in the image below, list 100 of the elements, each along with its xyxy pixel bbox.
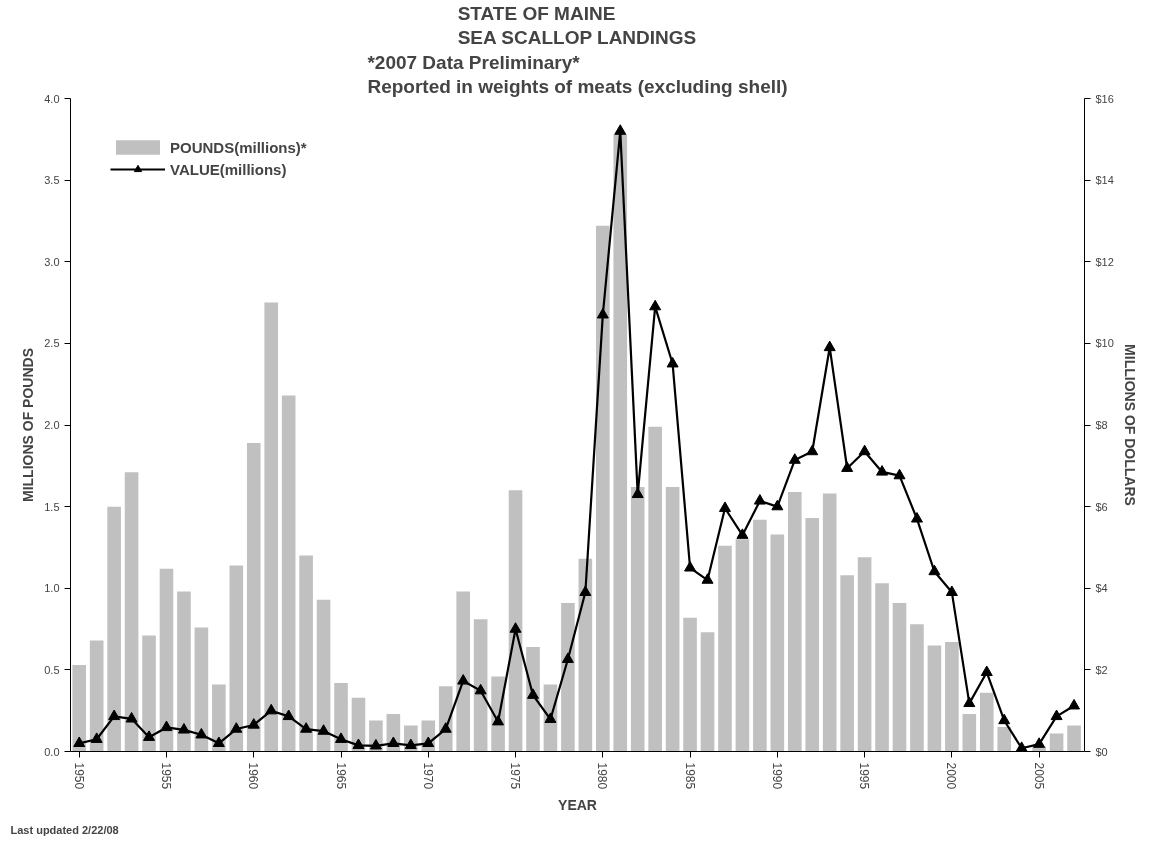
bar (822, 493, 837, 752)
point (841, 461, 854, 472)
bar (735, 539, 750, 752)
x-tick-label: 1960 (246, 762, 261, 790)
point (335, 732, 348, 743)
bar (561, 602, 575, 752)
point (282, 709, 295, 721)
point (788, 453, 801, 464)
point (212, 736, 225, 748)
legend-label: VALUE(millions) (170, 160, 287, 178)
y-tick-label: 1.0 (44, 582, 60, 595)
bar (89, 640, 104, 752)
point (963, 696, 976, 708)
point (596, 307, 609, 319)
x-tick-label: 2000 (944, 762, 959, 790)
chart-title: STATE OF MAINE SEA SCALLOP LANDINGS (457, 3, 697, 49)
y2-tick-label: $16 (1095, 92, 1114, 105)
point (317, 724, 330, 735)
y2-tick-label: $12 (1095, 255, 1114, 268)
point (352, 738, 365, 750)
bar (1049, 733, 1064, 752)
point (771, 499, 784, 511)
bar (299, 555, 313, 752)
bar (107, 506, 121, 752)
point (265, 703, 278, 715)
x-tick-label: 1995 (857, 762, 872, 790)
bar (194, 627, 209, 752)
bar (630, 487, 645, 752)
y-axis-title: MILLIONS OF POUNDS (20, 348, 37, 502)
point (73, 736, 86, 748)
bar (665, 487, 680, 752)
bar (526, 647, 540, 752)
point (753, 494, 766, 505)
bar (840, 575, 854, 752)
y2-tick-label: $4 (1095, 582, 1108, 595)
y-tick-label: 0.5 (44, 663, 60, 676)
y-tick-label: 3.0 (44, 255, 60, 268)
bar (648, 426, 662, 752)
legend-label: POUNDS(millions)* (170, 138, 307, 156)
bar (770, 534, 785, 752)
bar (142, 635, 156, 752)
x-tick-label: 1955 (158, 762, 173, 790)
bar (316, 599, 331, 752)
x-tick-label: 1980 (595, 762, 610, 790)
point (1033, 737, 1046, 748)
bar (596, 225, 610, 752)
bar (124, 472, 139, 752)
point (649, 299, 662, 311)
point (1068, 698, 1081, 710)
bar (683, 617, 697, 752)
bar (473, 619, 488, 752)
point (579, 585, 592, 597)
y-tick-label: 3.5 (44, 174, 60, 187)
point (108, 709, 121, 721)
point (666, 356, 679, 368)
bar (962, 713, 977, 752)
point (230, 722, 243, 733)
point (177, 723, 190, 734)
point (614, 124, 627, 135)
bar (700, 632, 715, 752)
point (369, 738, 382, 750)
bar (177, 591, 191, 752)
bar (718, 545, 732, 752)
x-tick-label: 1990 (769, 762, 784, 790)
x-axis-title: YEAR (558, 797, 597, 814)
bar (910, 624, 924, 752)
point (823, 340, 836, 352)
bar (875, 583, 889, 752)
x-tick-label: 1975 (508, 762, 523, 790)
bar (281, 395, 296, 752)
bar (334, 682, 348, 752)
point (247, 718, 260, 729)
point (509, 622, 522, 633)
y-tick-label: 0.0 (44, 745, 60, 758)
bar (229, 565, 244, 752)
point (928, 564, 941, 576)
x-tick-label: 2005 (1031, 762, 1046, 790)
point (387, 736, 400, 748)
point (527, 688, 539, 699)
x-tick-label: 1985 (682, 762, 697, 790)
point (876, 465, 889, 476)
point (544, 712, 557, 723)
bar (979, 692, 994, 752)
point (806, 444, 819, 456)
bar (1067, 725, 1081, 752)
y2-tick-label: $8 (1095, 419, 1108, 431)
y-tick-label: 2.0 (44, 419, 60, 431)
point (439, 722, 452, 733)
bar (997, 727, 1012, 752)
point (160, 720, 173, 732)
point (980, 665, 993, 676)
point (736, 528, 749, 539)
text: Last updated 2/22/08 (10, 823, 119, 836)
x-tick-label: 1970 (420, 762, 435, 790)
point (300, 722, 313, 733)
y2-tick-label: $0 (1095, 745, 1108, 758)
point (1015, 741, 1028, 752)
point (125, 712, 138, 723)
y2-axis-title: MILLIONS OF DOLLARS (1121, 344, 1138, 506)
y-tick-label: 4.0 (44, 92, 60, 105)
